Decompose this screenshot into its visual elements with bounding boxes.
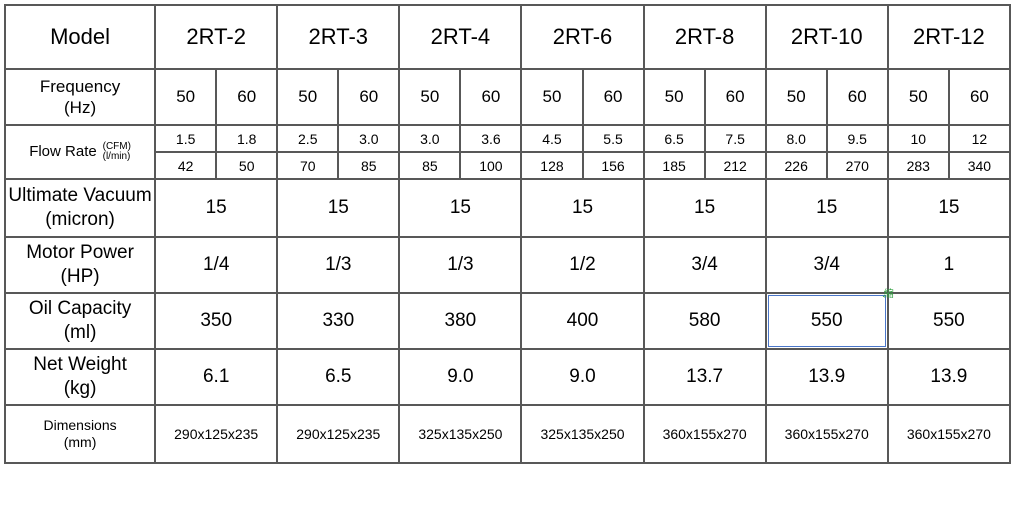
freq-50: 50 (399, 69, 460, 125)
edit-cursor-icon: .縮 (882, 285, 893, 300)
row-label: Dimensions(mm) (5, 405, 155, 463)
model-header: 2RT-12 (888, 5, 1010, 69)
freq-50: 50 (521, 69, 582, 125)
freq-50: 50 (155, 69, 216, 125)
flow-lmin-60: 340 (949, 152, 1010, 179)
row-label: Ultimate Vacuum(micron) (5, 179, 155, 237)
vacuum-value: 15 (399, 179, 521, 237)
oil-value: 350 (155, 293, 277, 349)
row-label: Net Weight(kg) (5, 349, 155, 405)
oil-value: 580 (644, 293, 766, 349)
flow-cfm-60: 9.5 (827, 125, 888, 152)
model-header: 2RT-6 (521, 5, 643, 69)
dimensions-value: 360x155x270 (888, 405, 1010, 463)
weight-value: 9.0 (399, 349, 521, 405)
flow-lmin-60: 85 (338, 152, 399, 179)
vacuum-value: 15 (644, 179, 766, 237)
freq-50: 50 (766, 69, 827, 125)
flow-lmin-50: 128 (521, 152, 582, 179)
motor-value: 1/4 (155, 237, 277, 293)
freq-60: 60 (338, 69, 399, 125)
motor-value: 1/3 (399, 237, 521, 293)
flow-cfm-60: 7.5 (705, 125, 766, 152)
freq-60: 60 (460, 69, 521, 125)
flow-lmin-60: 100 (460, 152, 521, 179)
oil-value: 380 (399, 293, 521, 349)
flow-cfm-50: 8.0 (766, 125, 827, 152)
vacuum-value: 15 (155, 179, 277, 237)
flow-cfm-50: 2.5 (277, 125, 338, 152)
oil-value: 400 (521, 293, 643, 349)
motor-value: 1 (888, 237, 1010, 293)
motor-value: 3/4 (644, 237, 766, 293)
weight-value: 13.9 (888, 349, 1010, 405)
freq-50: 50 (888, 69, 949, 125)
motor-value: 1/3 (277, 237, 399, 293)
flow-lmin-60: 50 (216, 152, 277, 179)
flow-cfm-50: 10 (888, 125, 949, 152)
oil-value: 330 (277, 293, 399, 349)
row-label: Flow Rate (CFM)(l/min) (5, 125, 155, 179)
weight-value: 6.5 (277, 349, 399, 405)
freq-60: 60 (705, 69, 766, 125)
dimensions-value: 290x125x235 (155, 405, 277, 463)
flow-lmin-60: 156 (583, 152, 644, 179)
model-header: 2RT-10 (766, 5, 888, 69)
weight-value: 13.9 (766, 349, 888, 405)
freq-60: 60 (949, 69, 1010, 125)
oil-value: 550 (888, 293, 1010, 349)
flow-cfm-50: 6.5 (644, 125, 705, 152)
weight-value: 6.1 (155, 349, 277, 405)
oil-value: 550.縮 (766, 293, 888, 349)
spec-table: Model2RT-22RT-32RT-42RT-62RT-82RT-102RT-… (4, 4, 1011, 464)
flow-cfm-60: 12 (949, 125, 1010, 152)
motor-value: 1/2 (521, 237, 643, 293)
flow-cfm-50: 4.5 (521, 125, 582, 152)
vacuum-value: 15 (521, 179, 643, 237)
freq-60: 60 (583, 69, 644, 125)
flow-lmin-60: 270 (827, 152, 888, 179)
freq-50: 50 (277, 69, 338, 125)
row-label: Frequency(Hz) (5, 69, 155, 125)
dimensions-value: 325x135x250 (521, 405, 643, 463)
flow-cfm-50: 1.5 (155, 125, 216, 152)
flow-cfm-50: 3.0 (399, 125, 460, 152)
flow-lmin-50: 42 (155, 152, 216, 179)
flow-lmin-50: 85 (399, 152, 460, 179)
vacuum-value: 15 (766, 179, 888, 237)
model-header: 2RT-8 (644, 5, 766, 69)
row-label: Oil Capacity(ml) (5, 293, 155, 349)
freq-60: 60 (827, 69, 888, 125)
vacuum-value: 15 (277, 179, 399, 237)
dimensions-value: 360x155x270 (766, 405, 888, 463)
flow-cfm-60: 3.0 (338, 125, 399, 152)
model-header: 2RT-2 (155, 5, 277, 69)
flow-lmin-60: 212 (705, 152, 766, 179)
row-label: Model (5, 5, 155, 69)
flow-lmin-50: 226 (766, 152, 827, 179)
dimensions-value: 360x155x270 (644, 405, 766, 463)
flow-lmin-50: 283 (888, 152, 949, 179)
flow-cfm-60: 3.6 (460, 125, 521, 152)
flow-lmin-50: 70 (277, 152, 338, 179)
flow-cfm-60: 1.8 (216, 125, 277, 152)
flow-cfm-60: 5.5 (583, 125, 644, 152)
freq-60: 60 (216, 69, 277, 125)
dimensions-value: 290x125x235 (277, 405, 399, 463)
motor-value: 3/4 (766, 237, 888, 293)
weight-value: 13.7 (644, 349, 766, 405)
model-header: 2RT-4 (399, 5, 521, 69)
flow-lmin-50: 185 (644, 152, 705, 179)
vacuum-value: 15 (888, 179, 1010, 237)
weight-value: 9.0 (521, 349, 643, 405)
dimensions-value: 325x135x250 (399, 405, 521, 463)
model-header: 2RT-3 (277, 5, 399, 69)
freq-50: 50 (644, 69, 705, 125)
row-label: Motor Power(HP) (5, 237, 155, 293)
